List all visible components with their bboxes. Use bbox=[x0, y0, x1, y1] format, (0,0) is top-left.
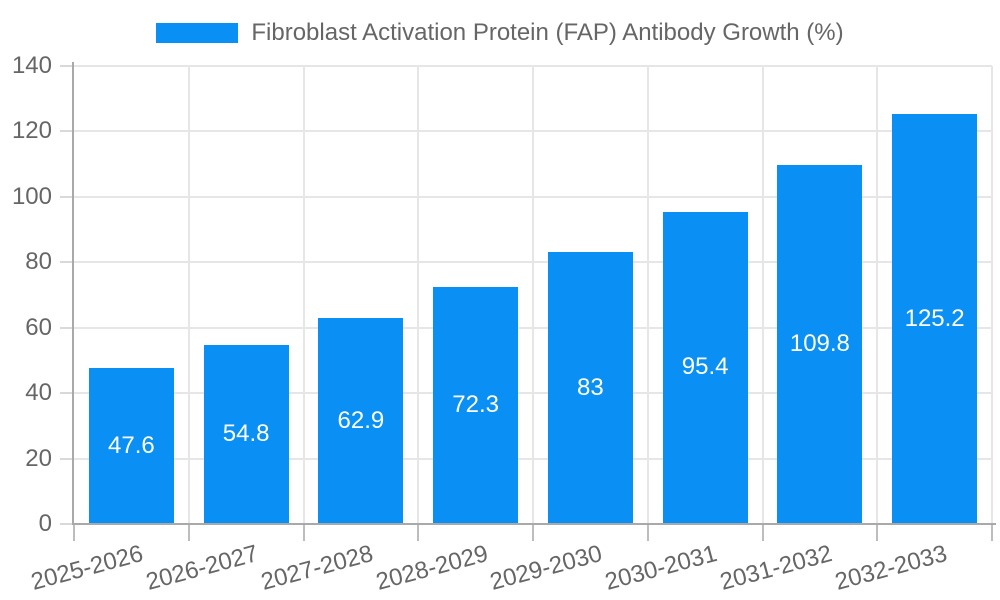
x-grid-line bbox=[761, 66, 764, 523]
y-axis-tick bbox=[60, 326, 74, 329]
bar-value-label: 72.3 bbox=[452, 391, 499, 419]
bar[interactable]: 109.8 bbox=[777, 164, 863, 523]
bar-value-label: 109.8 bbox=[789, 329, 850, 357]
x-axis-tick bbox=[187, 525, 190, 541]
legend-label: Fibroblast Activation Protein (FAP) Anti… bbox=[251, 19, 844, 46]
bar-value-label: 125.2 bbox=[904, 304, 965, 332]
bar-value-label: 54.8 bbox=[222, 419, 270, 447]
y-axis-tick bbox=[60, 261, 74, 264]
y-axis-tick bbox=[60, 523, 74, 525]
x-axis-tick bbox=[646, 525, 649, 541]
y-tick-label: 120 bbox=[11, 117, 52, 145]
x-axis-tick bbox=[991, 525, 993, 541]
x-axis-line bbox=[72, 523, 996, 525]
y-axis-tick bbox=[60, 65, 74, 67]
x-axis-tick bbox=[417, 525, 420, 541]
x-grid-line bbox=[187, 66, 190, 523]
x-axis-tick bbox=[73, 525, 75, 541]
y-axis-line bbox=[72, 62, 74, 525]
y-axis-tick bbox=[60, 392, 74, 395]
y-axis-tick bbox=[60, 457, 74, 460]
bar-value-label: 47.6 bbox=[108, 431, 155, 459]
y-tick-label: 100 bbox=[11, 182, 52, 210]
legend[interactable]: Fibroblast Activation Protein (FAP) Anti… bbox=[0, 19, 1000, 47]
bar-value-label: 62.9 bbox=[337, 406, 385, 434]
bar[interactable]: 125.2 bbox=[892, 114, 978, 523]
x-grid-line bbox=[876, 66, 879, 523]
bar[interactable]: 95.4 bbox=[662, 211, 748, 523]
y-tick-label: 60 bbox=[25, 313, 52, 341]
bar-value-label: 95.4 bbox=[681, 353, 729, 381]
x-grid-line bbox=[646, 66, 649, 523]
x-grid-line bbox=[532, 66, 534, 523]
bar-value-label: 83 bbox=[577, 373, 604, 401]
x-grid-line bbox=[302, 66, 305, 523]
bar[interactable]: 72.3 bbox=[433, 287, 519, 523]
x-axis-tick bbox=[302, 525, 305, 541]
x-grid-line bbox=[991, 66, 993, 523]
y-tick-label: 20 bbox=[25, 444, 52, 472]
y-tick-label: 80 bbox=[25, 248, 52, 276]
y-tick-label: 0 bbox=[38, 510, 52, 537]
bar[interactable]: 47.6 bbox=[88, 368, 174, 523]
legend-swatch bbox=[156, 23, 239, 43]
y-axis-tick bbox=[60, 195, 74, 198]
x-axis-tick bbox=[761, 525, 764, 541]
bar[interactable]: 83 bbox=[547, 252, 633, 523]
bar[interactable]: 62.9 bbox=[318, 318, 404, 523]
x-axis-tick bbox=[532, 525, 534, 541]
x-grid-line bbox=[417, 66, 420, 523]
y-tick-label: 140 bbox=[11, 52, 52, 79]
y-tick-label: 40 bbox=[25, 379, 52, 407]
y-axis-tick bbox=[60, 130, 74, 133]
x-axis-tick bbox=[876, 525, 879, 541]
bar[interactable]: 54.8 bbox=[203, 344, 289, 523]
